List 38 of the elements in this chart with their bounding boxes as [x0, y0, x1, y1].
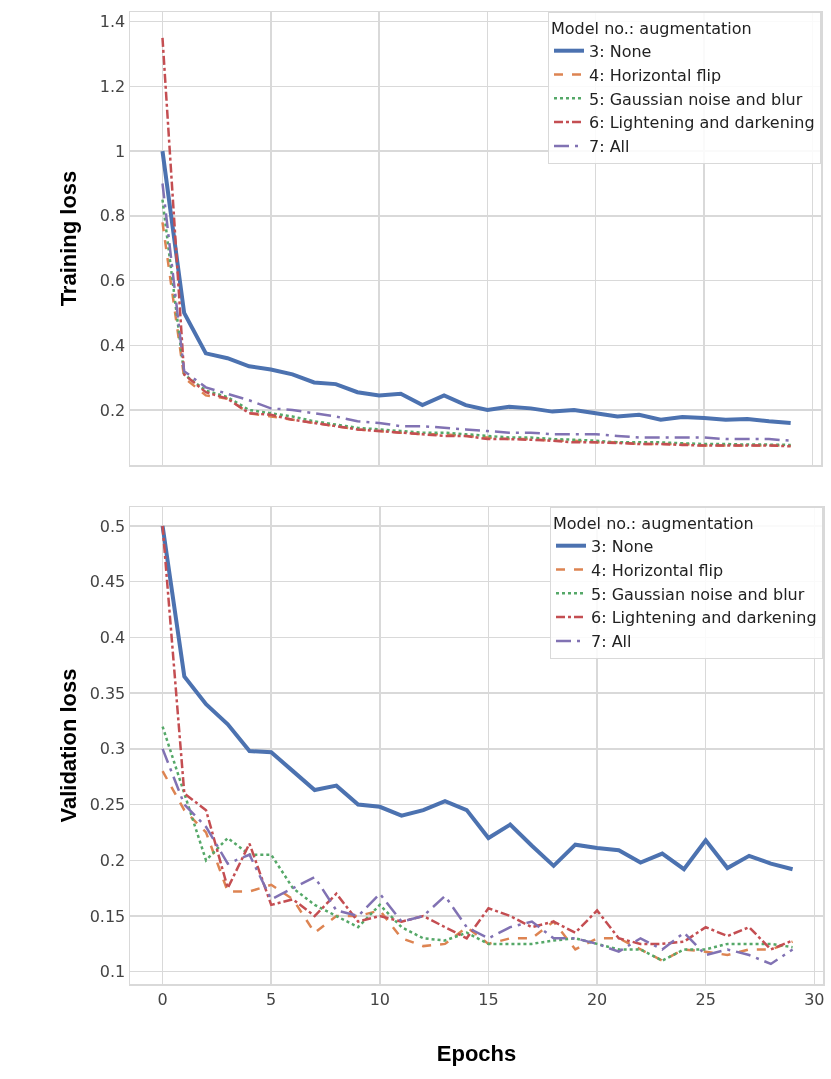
y-tick-label: 0.45: [89, 572, 126, 592]
y-tick-label: 0.3: [99, 739, 126, 759]
y-tick-label: 0.2: [99, 400, 126, 420]
y-tick-label: 0.6: [99, 271, 126, 291]
legend-title: Model no.: augmentation: [553, 513, 754, 533]
legend-label: 7: All: [591, 632, 632, 652]
y-axis-title: Validation loss: [55, 668, 81, 823]
legend-label: 5: Gaussian noise and blur: [591, 584, 805, 604]
y-tick-label: 1.4: [99, 12, 126, 32]
x-tick-label: 5: [266, 989, 277, 1009]
x-tick-label: 10: [369, 989, 391, 1009]
y-tick-label: 1.2: [99, 77, 126, 97]
y-tick-label: 0.1: [99, 962, 126, 982]
x-axis-title: Epochs: [436, 1040, 517, 1066]
x-tick-label: 30: [804, 989, 825, 1009]
y-tick-label: 0.2: [99, 850, 126, 870]
legend-label: 7: All: [589, 137, 630, 157]
y-tick-label: 1: [115, 141, 126, 161]
y-axis-title: Training loss: [55, 170, 81, 307]
y-tick-label: 0.15: [89, 906, 126, 926]
legend-title: Model no.: augmentation: [551, 18, 752, 38]
legend-label: 6: Lightening and darkening: [591, 608, 817, 628]
x-tick-label: 20: [586, 989, 608, 1009]
y-tick-label: 0.8: [99, 206, 126, 226]
legend-label: 5: Gaussian noise and blur: [589, 89, 803, 109]
legend-label: 3: None: [589, 41, 652, 61]
y-tick-label: 0.35: [89, 683, 126, 703]
legend-label: 6: Lightening and darkening: [589, 113, 815, 133]
y-tick-label: 0.25: [89, 795, 126, 815]
y-tick-label: 0.4: [99, 627, 126, 647]
x-tick-label: 0: [157, 989, 168, 1009]
x-tick-label: 15: [478, 989, 499, 1009]
legend-label: 3: None: [591, 536, 654, 556]
y-tick-label: 0.5: [99, 516, 126, 536]
legend-label: 4: Horizontal flip: [591, 560, 724, 580]
y-tick-label: 0.4: [99, 335, 126, 355]
legend-label: 4: Horizontal flip: [589, 65, 722, 85]
x-tick-label: 25: [695, 989, 716, 1009]
